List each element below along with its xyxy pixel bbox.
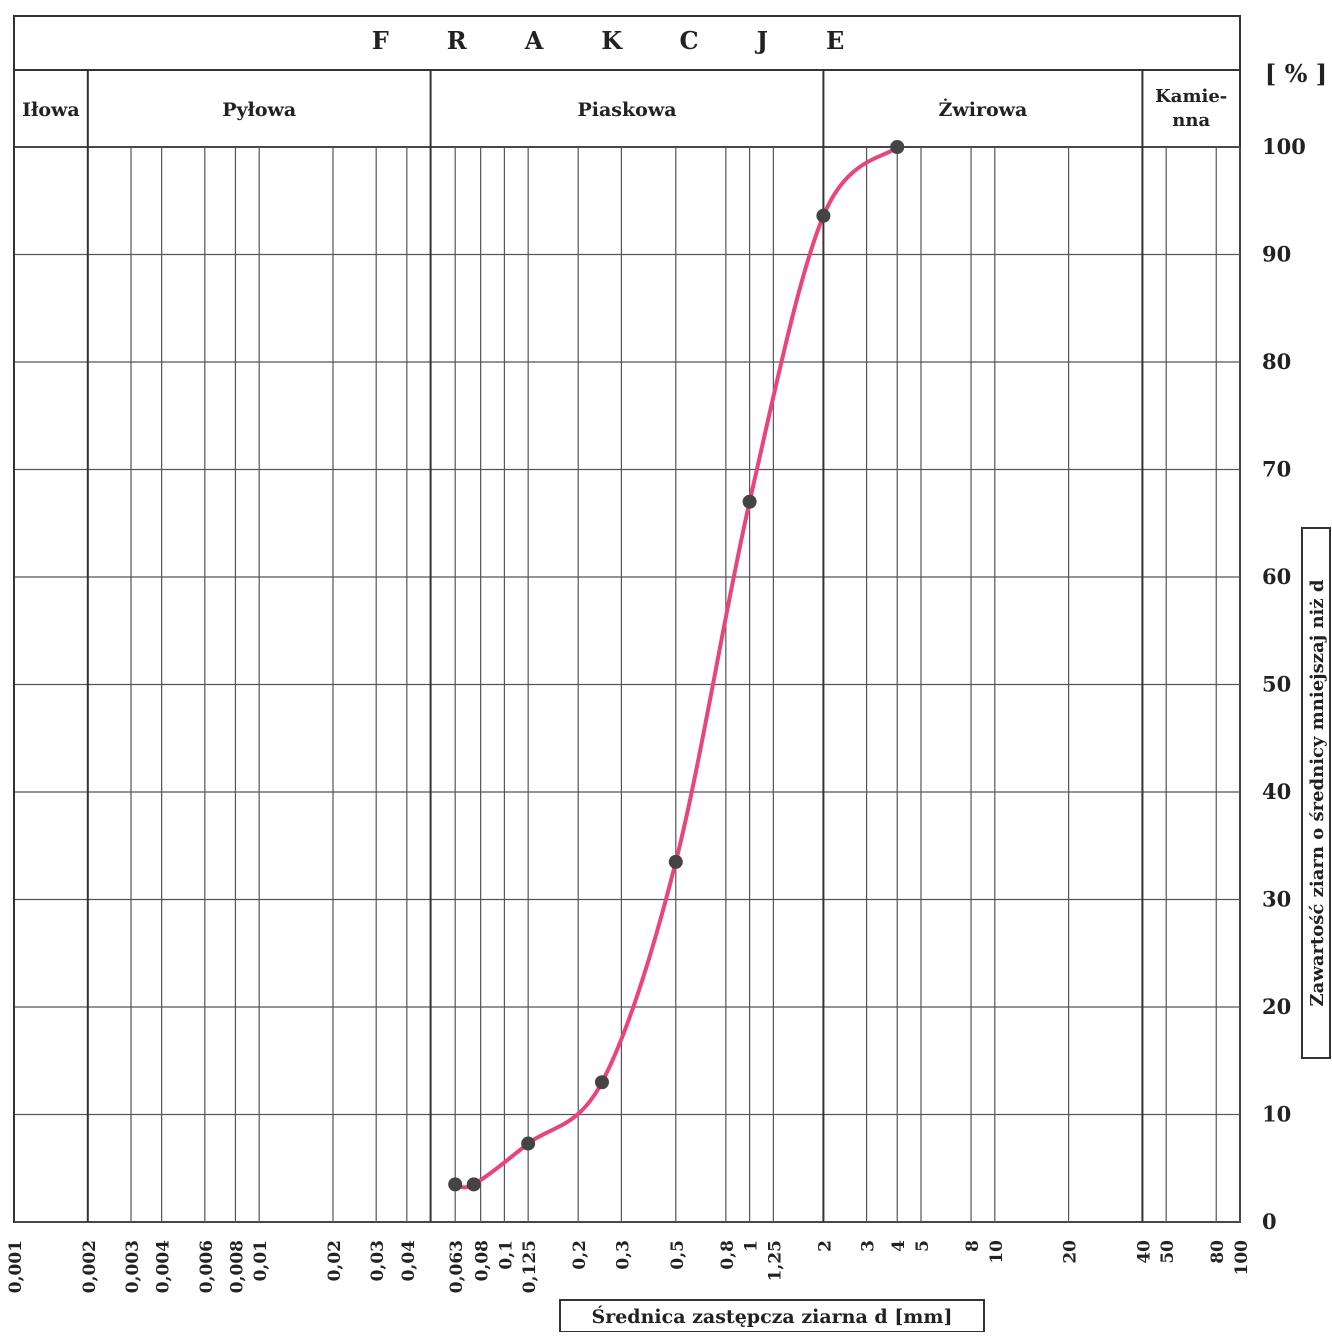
fraction-name: nna — [1172, 110, 1210, 131]
x-axis-label: Średnica zastępcza ziarna d [mm] — [591, 1305, 952, 1328]
x-tick-label: 80 — [1208, 1240, 1228, 1264]
y-tick-label: 50 — [1262, 672, 1291, 697]
curve — [454, 145, 899, 1190]
fraction-name: Żwirowa — [939, 98, 1028, 121]
x-tick-label: 0,08 — [473, 1240, 493, 1281]
x-tick-label: 0,01 — [251, 1240, 271, 1281]
chart-title: FRAKCJE — [372, 26, 903, 55]
y-tick-label: 30 — [1262, 887, 1291, 912]
data-point — [742, 494, 757, 509]
data-point — [890, 140, 905, 154]
x-tick-label: 40 — [1134, 1240, 1154, 1264]
x-tick-label: 0,063 — [447, 1240, 467, 1293]
data-point — [448, 1177, 463, 1192]
data-point — [816, 208, 831, 223]
data-point — [466, 1177, 481, 1192]
x-tick-label: 0,006 — [197, 1240, 217, 1293]
x-tick-label: 2 — [815, 1240, 835, 1252]
y-tick-label: 90 — [1262, 242, 1291, 267]
x-tick-label: 3 — [859, 1240, 879, 1252]
y-axis-label: Zawartość ziarn o średnicy mniejszaj niż… — [1307, 579, 1328, 1006]
frame — [13, 15, 1241, 1223]
y-unit: [ % ] — [1265, 59, 1327, 88]
x-tick-label: 50 — [1158, 1240, 1178, 1264]
y-tick-label: 80 — [1262, 349, 1291, 374]
fraction-name: Iłowa — [22, 99, 80, 121]
x-tick-label: 1,25 — [765, 1240, 785, 1281]
x-tick-label: 100 — [1232, 1240, 1252, 1276]
data-point — [668, 854, 683, 869]
y-tick-label: 0 — [1262, 1209, 1277, 1234]
fraction-name: Pyłowa — [222, 99, 296, 121]
y-label-box — [1301, 527, 1331, 1059]
x-label-box — [559, 1299, 985, 1333]
x-tick-label: 0,2 — [570, 1240, 590, 1270]
y-tick-label: 40 — [1262, 779, 1291, 804]
x-tick-label: 0,8 — [718, 1240, 738, 1270]
y-tick-label: 70 — [1262, 457, 1291, 482]
y-tick-label: 60 — [1262, 564, 1291, 589]
x-tick-label: 0,004 — [154, 1240, 174, 1293]
x-tick-label: 0,003 — [123, 1240, 143, 1293]
x-tick-label: 1 — [742, 1240, 762, 1252]
x-tick-label: 0,3 — [613, 1240, 633, 1270]
x-tick-label: 0,001 — [6, 1240, 26, 1293]
fraction-name: Piaskowa — [577, 99, 676, 121]
y-tick-label: 10 — [1262, 1102, 1291, 1127]
x-tick-label: 0,125 — [520, 1240, 540, 1293]
data-point — [594, 1075, 609, 1090]
x-tick-label: 5 — [913, 1240, 933, 1252]
x-tick-label: 0,04 — [399, 1240, 419, 1282]
x-tick-label: 4 — [889, 1240, 909, 1252]
y-tick-label: 100 — [1262, 134, 1306, 159]
x-tick-label: 0,008 — [227, 1240, 247, 1293]
x-tick-label: 20 — [1061, 1240, 1081, 1264]
x-tick-label: 0,1 — [496, 1240, 516, 1270]
x-tick-label: 0,002 — [80, 1240, 100, 1293]
fraction-name: Kamie- — [1155, 86, 1227, 107]
data-point — [521, 1136, 536, 1151]
x-tick-label: 0,03 — [368, 1240, 388, 1281]
x-tick-label: 10 — [987, 1240, 1007, 1264]
x-tick-label: 8 — [963, 1240, 983, 1252]
x-tick-label: 0,5 — [668, 1240, 688, 1270]
x-tick-label: 0,02 — [325, 1240, 345, 1281]
y-tick-label: 20 — [1262, 994, 1291, 1019]
